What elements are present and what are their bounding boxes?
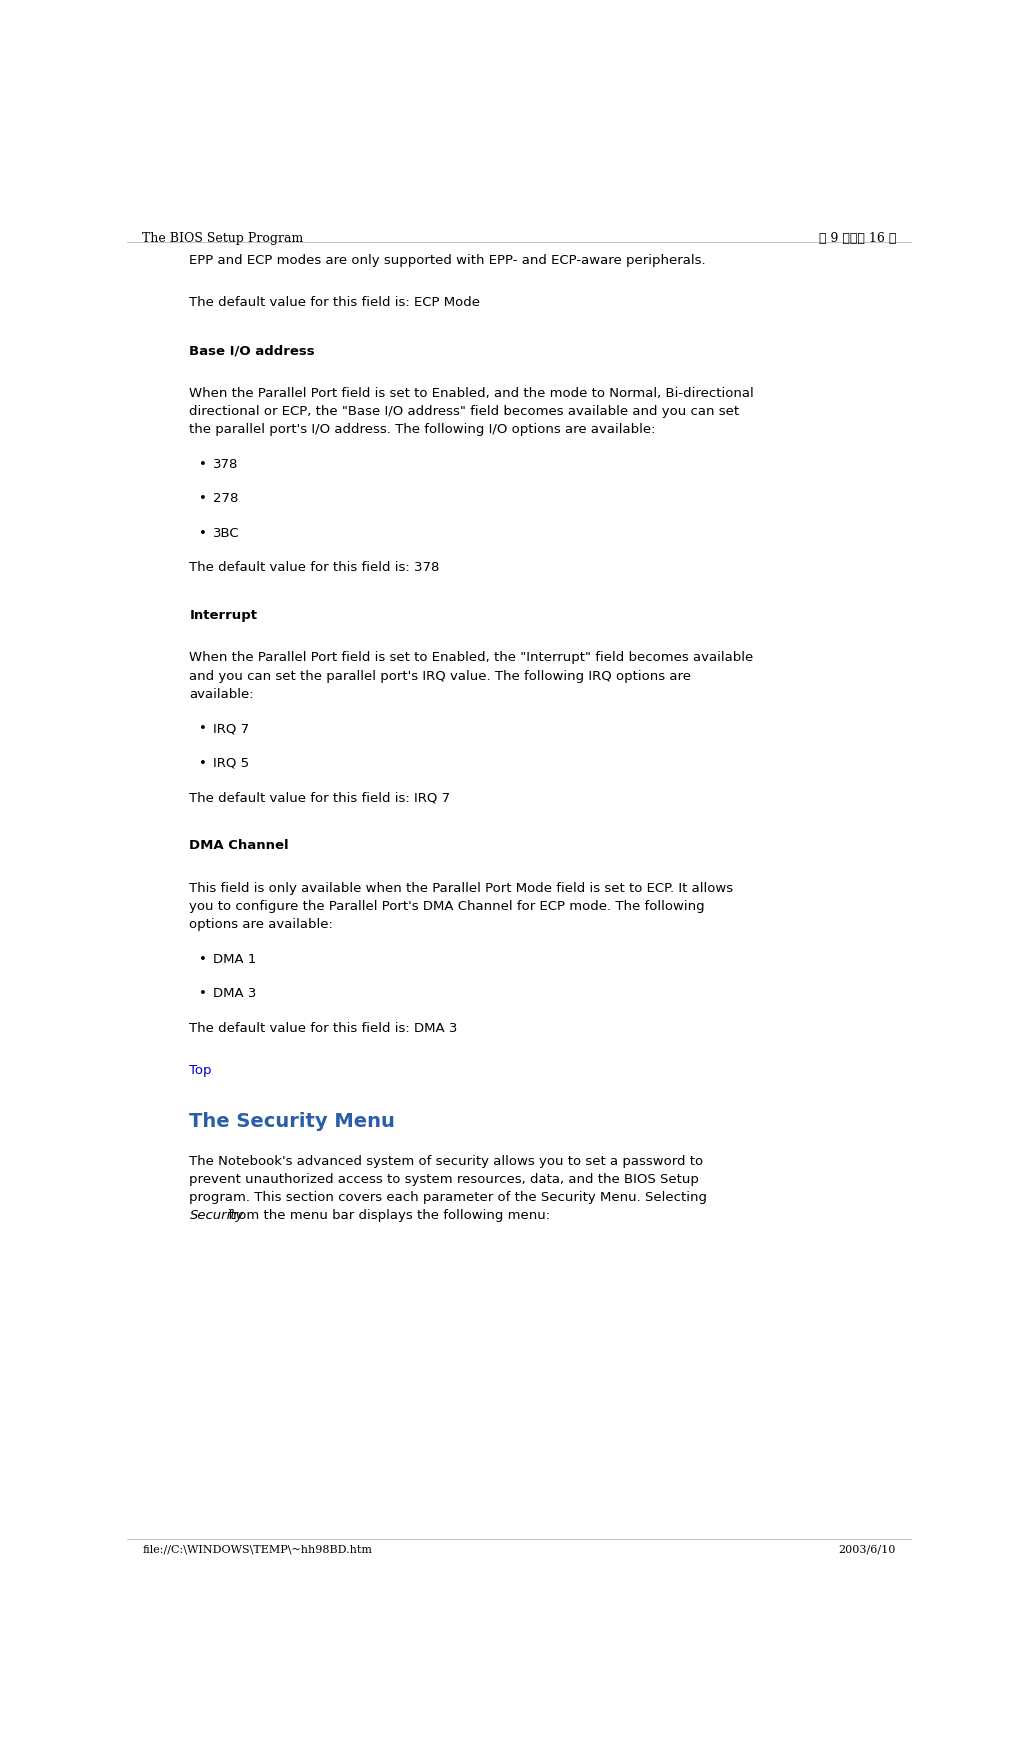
Text: you to configure the Parallel Port's DMA Channel for ECP mode. The following: you to configure the Parallel Port's DMA… xyxy=(189,900,705,912)
Text: EPP and ECP modes are only supported with EPP- and ECP-aware peripherals.: EPP and ECP modes are only supported wit… xyxy=(189,254,706,267)
Text: •: • xyxy=(199,952,207,966)
Text: The default value for this field is: ECP Mode: The default value for this field is: ECP… xyxy=(189,296,480,309)
Text: The default value for this field is: DMA 3: The default value for this field is: DMA… xyxy=(189,1021,458,1035)
Text: •: • xyxy=(199,526,207,540)
Text: program. This section covers each parameter of the Security Menu. Selecting: program. This section covers each parame… xyxy=(189,1191,707,1203)
Text: IRQ 5: IRQ 5 xyxy=(213,756,249,770)
Text: •: • xyxy=(199,988,207,1000)
Text: When the Parallel Port field is set to Enabled, and the mode to Normal, Bi-direc: When the Parallel Port field is set to E… xyxy=(189,386,755,400)
Text: file://C:\WINDOWS\TEMP\~hh98BD.htm: file://C:\WINDOWS\TEMP\~hh98BD.htm xyxy=(142,1545,373,1554)
Text: 第 9 頁，八 16 頁: 第 9 頁，八 16 頁 xyxy=(819,232,897,246)
Text: 378: 378 xyxy=(213,458,238,470)
Text: options are available:: options are available: xyxy=(189,917,333,931)
Text: •: • xyxy=(199,493,207,505)
Text: The BIOS Setup Program: The BIOS Setup Program xyxy=(142,232,304,246)
Text: The default value for this field is: IRQ 7: The default value for this field is: IRQ… xyxy=(189,791,451,805)
Text: When the Parallel Port field is set to Enabled, the "Interrupt" field becomes av: When the Parallel Port field is set to E… xyxy=(189,651,754,665)
Text: and you can set the parallel port's IRQ value. The following IRQ options are: and you can set the parallel port's IRQ … xyxy=(189,670,692,682)
Text: the parallel port's I/O address. The following I/O options are available:: the parallel port's I/O address. The fol… xyxy=(189,423,656,437)
Text: DMA 1: DMA 1 xyxy=(213,952,256,966)
Text: •: • xyxy=(199,723,207,735)
Text: directional or ECP, the "Base I/O address" field becomes available and you can s: directional or ECP, the "Base I/O addres… xyxy=(189,405,739,417)
Text: from the menu bar displays the following menu:: from the menu bar displays the following… xyxy=(224,1209,550,1223)
Text: •: • xyxy=(199,458,207,470)
Text: available:: available: xyxy=(189,688,254,702)
Text: The Notebook's advanced system of security allows you to set a password to: The Notebook's advanced system of securi… xyxy=(189,1154,704,1168)
Text: This field is only available when the Parallel Port Mode field is set to ECP. It: This field is only available when the Pa… xyxy=(189,882,733,895)
Text: 278: 278 xyxy=(213,493,238,505)
Text: prevent unauthorized access to system resources, data, and the BIOS Setup: prevent unauthorized access to system re… xyxy=(189,1173,699,1186)
Text: Security: Security xyxy=(189,1209,244,1223)
Text: DMA Channel: DMA Channel xyxy=(189,838,289,852)
Text: 2003/6/10: 2003/6/10 xyxy=(839,1545,897,1554)
Text: •: • xyxy=(199,756,207,770)
Text: DMA 3: DMA 3 xyxy=(213,988,256,1000)
Text: Interrupt: Interrupt xyxy=(189,609,257,623)
Text: 3BC: 3BC xyxy=(213,526,240,540)
Text: Top: Top xyxy=(189,1065,212,1077)
Text: The Security Menu: The Security Menu xyxy=(189,1112,395,1131)
Text: IRQ 7: IRQ 7 xyxy=(213,723,249,735)
Text: The default value for this field is: 378: The default value for this field is: 378 xyxy=(189,561,440,574)
Text: Base I/O address: Base I/O address xyxy=(189,344,315,358)
